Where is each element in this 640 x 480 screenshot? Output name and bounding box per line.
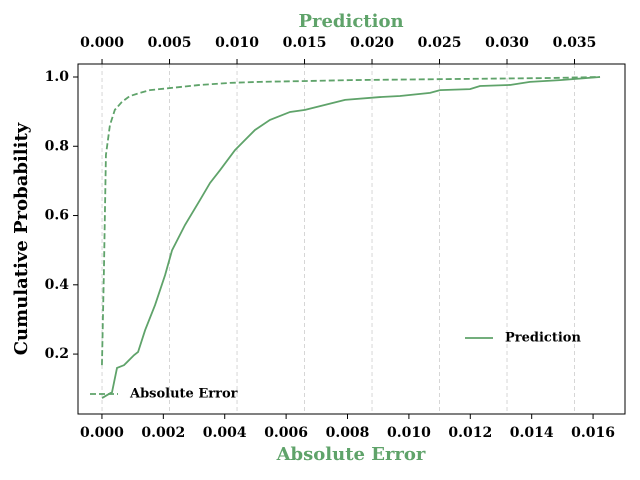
x2-tick-label: 0.015 <box>283 35 327 51</box>
y-axis-label: Cumulative Probability <box>11 122 32 355</box>
legend-label: Absolute Error <box>129 387 238 402</box>
legend-label: Prediction <box>505 331 581 346</box>
x-tick-label: 0.004 <box>203 425 247 441</box>
y-tick-label: 0.2 <box>45 346 69 362</box>
y-tick-label: 1.0 <box>45 69 70 85</box>
x-tick-label: 0.012 <box>448 425 492 441</box>
x-tick-label: 0.010 <box>387 425 431 441</box>
series-line <box>101 76 600 366</box>
x-tick-label: 0.000 <box>80 425 124 441</box>
x-tick-label: 0.002 <box>141 425 185 441</box>
x-tick-label: 0.008 <box>326 425 370 441</box>
x-axis-label: Absolute Error <box>276 444 426 465</box>
y-tick-label: 0.4 <box>45 277 70 293</box>
x2-tick-label: 0.000 <box>80 35 124 51</box>
series-line <box>101 76 601 399</box>
plot-frame <box>77 63 626 415</box>
x2-tick-label: 0.020 <box>350 35 394 51</box>
x-tick-label: 0.016 <box>571 425 615 441</box>
x2-tick-label: 0.010 <box>215 35 259 51</box>
x-tick-label: 0.006 <box>264 425 308 441</box>
x2-tick-label: 0.025 <box>418 35 462 51</box>
y-tick-label: 0.6 <box>45 208 69 224</box>
x2-tick-label: 0.030 <box>485 35 529 51</box>
y-tick-label: 0.8 <box>45 138 69 154</box>
x2-axis-label: Prediction <box>298 11 403 32</box>
x2-tick-label: 0.005 <box>148 35 192 51</box>
x-tick-label: 0.014 <box>510 425 554 441</box>
x2-tick-label: 0.035 <box>553 35 597 51</box>
